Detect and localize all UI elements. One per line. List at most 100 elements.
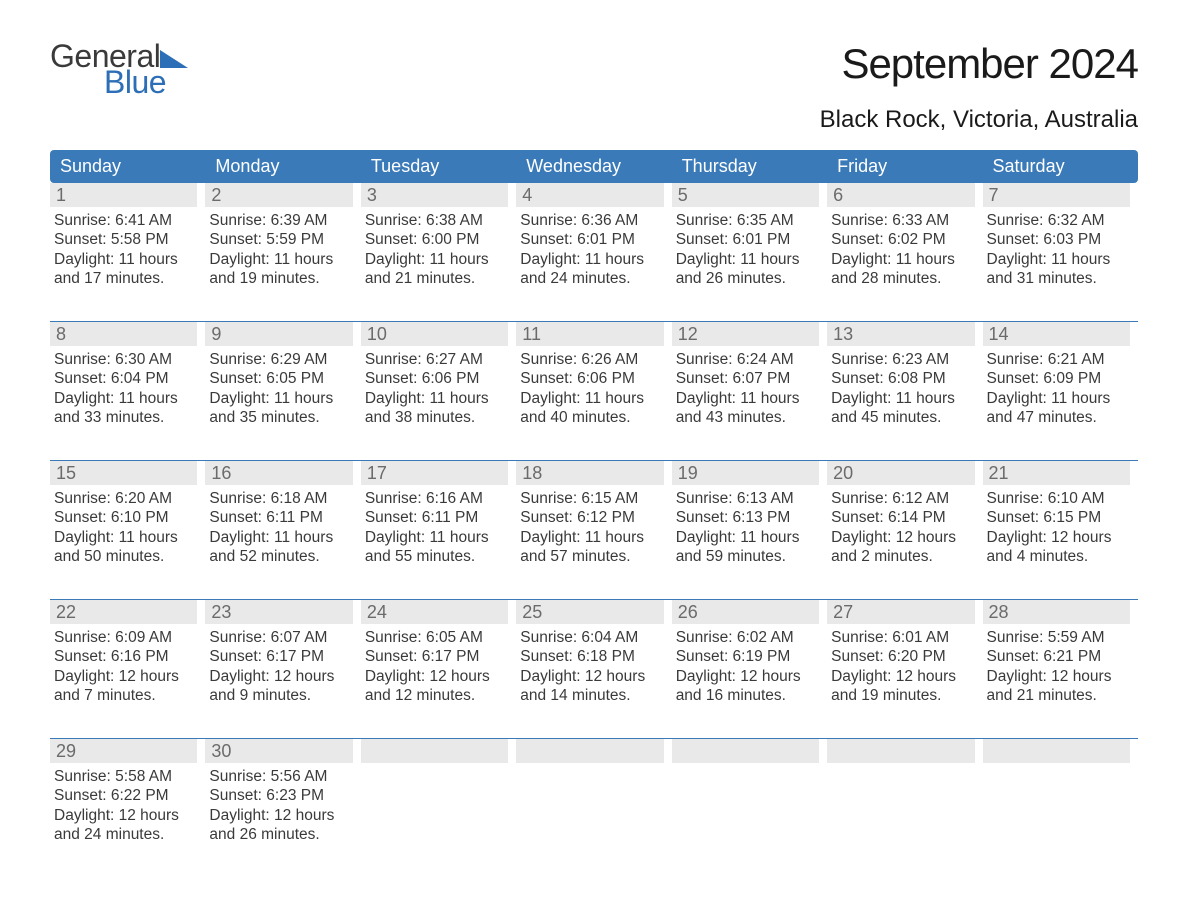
day-body: Sunrise: 6:41 AMSunset: 5:58 PMDaylight:… (50, 207, 197, 307)
day-cell: 21Sunrise: 6:10 AMSunset: 6:15 PMDayligh… (983, 461, 1138, 585)
day-number: 5 (672, 183, 819, 207)
location: Black Rock, Victoria, Australia (820, 106, 1138, 134)
sunset-line: Sunset: 6:16 PM (54, 647, 193, 666)
day-body: Sunrise: 6:33 AMSunset: 6:02 PMDaylight:… (827, 207, 974, 307)
sunrise-line: Sunrise: 6:12 AM (831, 489, 970, 508)
day-body: Sunrise: 6:26 AMSunset: 6:06 PMDaylight:… (516, 346, 663, 446)
day-cell: 23Sunrise: 6:07 AMSunset: 6:17 PMDayligh… (205, 600, 360, 724)
day-number: 27 (827, 600, 974, 624)
sunset-line: Sunset: 6:11 PM (209, 508, 348, 527)
day-cell: 15Sunrise: 6:20 AMSunset: 6:10 PMDayligh… (50, 461, 205, 585)
day-cell: 14Sunrise: 6:21 AMSunset: 6:09 PMDayligh… (983, 322, 1138, 446)
weeks-container: 1Sunrise: 6:41 AMSunset: 5:58 PMDaylight… (50, 183, 1138, 863)
day-body: Sunrise: 5:59 AMSunset: 6:21 PMDaylight:… (983, 624, 1130, 724)
sunrise-line: Sunrise: 5:59 AM (987, 628, 1126, 647)
weekday-label: Saturday (983, 150, 1138, 183)
daylight-line: Daylight: 12 hours and 7 minutes. (54, 667, 193, 706)
sunset-line: Sunset: 6:22 PM (54, 786, 193, 805)
day-number: 14 (983, 322, 1130, 346)
weekday-label: Monday (205, 150, 360, 183)
day-cell: 2Sunrise: 6:39 AMSunset: 5:59 PMDaylight… (205, 183, 360, 307)
sunrise-line: Sunrise: 6:21 AM (987, 350, 1126, 369)
daylight-line: Daylight: 12 hours and 9 minutes. (209, 667, 348, 706)
day-cell: 4Sunrise: 6:36 AMSunset: 6:01 PMDaylight… (516, 183, 671, 307)
daylight-line: Daylight: 11 hours and 19 minutes. (209, 250, 348, 289)
day-body: Sunrise: 6:23 AMSunset: 6:08 PMDaylight:… (827, 346, 974, 446)
sunrise-line: Sunrise: 6:15 AM (520, 489, 659, 508)
daylight-line: Daylight: 12 hours and 14 minutes. (520, 667, 659, 706)
day-body: Sunrise: 6:04 AMSunset: 6:18 PMDaylight:… (516, 624, 663, 724)
day-cell: 27Sunrise: 6:01 AMSunset: 6:20 PMDayligh… (827, 600, 982, 724)
daylight-line: Daylight: 11 hours and 24 minutes. (520, 250, 659, 289)
sunset-line: Sunset: 6:00 PM (365, 230, 504, 249)
day-cell: 12Sunrise: 6:24 AMSunset: 6:07 PMDayligh… (672, 322, 827, 446)
day-number: 21 (983, 461, 1130, 485)
day-body: Sunrise: 6:05 AMSunset: 6:17 PMDaylight:… (361, 624, 508, 724)
day-cell: 7Sunrise: 6:32 AMSunset: 6:03 PMDaylight… (983, 183, 1138, 307)
day-number: 28 (983, 600, 1130, 624)
daylight-line: Daylight: 11 hours and 50 minutes. (54, 528, 193, 567)
month-year: September 2024 (820, 40, 1138, 88)
day-body: Sunrise: 5:56 AMSunset: 6:23 PMDaylight:… (205, 763, 352, 863)
day-cell (361, 739, 516, 863)
day-cell: 25Sunrise: 6:04 AMSunset: 6:18 PMDayligh… (516, 600, 671, 724)
day-body (983, 763, 1130, 863)
sunset-line: Sunset: 6:21 PM (987, 647, 1126, 666)
sunrise-line: Sunrise: 6:41 AM (54, 211, 193, 230)
sunset-line: Sunset: 6:01 PM (520, 230, 659, 249)
day-cell (827, 739, 982, 863)
day-number: 1 (50, 183, 197, 207)
day-body (361, 763, 508, 863)
sunrise-line: Sunrise: 6:02 AM (676, 628, 815, 647)
sunset-line: Sunset: 6:23 PM (209, 786, 348, 805)
day-number: 24 (361, 600, 508, 624)
daylight-line: Daylight: 11 hours and 38 minutes. (365, 389, 504, 428)
day-number: 9 (205, 322, 352, 346)
sunset-line: Sunset: 6:17 PM (365, 647, 504, 666)
brand-word-2: Blue (104, 66, 188, 98)
sunrise-line: Sunrise: 6:30 AM (54, 350, 193, 369)
day-number: 25 (516, 600, 663, 624)
sunrise-line: Sunrise: 6:20 AM (54, 489, 193, 508)
header: General Blue September 2024 Black Rock, … (50, 40, 1138, 134)
daylight-line: Daylight: 12 hours and 26 minutes. (209, 806, 348, 845)
sunrise-line: Sunrise: 6:27 AM (365, 350, 504, 369)
weekday-label: Sunday (50, 150, 205, 183)
day-cell (672, 739, 827, 863)
day-cell (516, 739, 671, 863)
day-body: Sunrise: 6:02 AMSunset: 6:19 PMDaylight:… (672, 624, 819, 724)
day-number: 11 (516, 322, 663, 346)
sunrise-line: Sunrise: 6:07 AM (209, 628, 348, 647)
daylight-line: Daylight: 11 hours and 33 minutes. (54, 389, 193, 428)
sunrise-line: Sunrise: 6:05 AM (365, 628, 504, 647)
sunset-line: Sunset: 6:06 PM (365, 369, 504, 388)
day-number: 22 (50, 600, 197, 624)
sunset-line: Sunset: 6:17 PM (209, 647, 348, 666)
day-body: Sunrise: 6:35 AMSunset: 6:01 PMDaylight:… (672, 207, 819, 307)
sunset-line: Sunset: 6:08 PM (831, 369, 970, 388)
sunrise-line: Sunrise: 6:04 AM (520, 628, 659, 647)
day-number-empty (672, 739, 819, 763)
day-number: 12 (672, 322, 819, 346)
title-block: September 2024 Black Rock, Victoria, Aus… (820, 40, 1138, 134)
day-body: Sunrise: 6:07 AMSunset: 6:17 PMDaylight:… (205, 624, 352, 724)
day-body: Sunrise: 6:36 AMSunset: 6:01 PMDaylight:… (516, 207, 663, 307)
sunset-line: Sunset: 6:11 PM (365, 508, 504, 527)
sunrise-line: Sunrise: 6:26 AM (520, 350, 659, 369)
day-number: 7 (983, 183, 1130, 207)
week-row: 15Sunrise: 6:20 AMSunset: 6:10 PMDayligh… (50, 460, 1138, 585)
sunset-line: Sunset: 6:19 PM (676, 647, 815, 666)
day-cell: 11Sunrise: 6:26 AMSunset: 6:06 PMDayligh… (516, 322, 671, 446)
daylight-line: Daylight: 11 hours and 35 minutes. (209, 389, 348, 428)
day-number: 8 (50, 322, 197, 346)
sunset-line: Sunset: 6:15 PM (987, 508, 1126, 527)
day-cell: 22Sunrise: 6:09 AMSunset: 6:16 PMDayligh… (50, 600, 205, 724)
weekday-label: Tuesday (361, 150, 516, 183)
daylight-line: Daylight: 12 hours and 24 minutes. (54, 806, 193, 845)
sunset-line: Sunset: 6:20 PM (831, 647, 970, 666)
day-number: 20 (827, 461, 974, 485)
daylight-line: Daylight: 11 hours and 31 minutes. (987, 250, 1126, 289)
week-row: 8Sunrise: 6:30 AMSunset: 6:04 PMDaylight… (50, 321, 1138, 446)
day-body: Sunrise: 6:32 AMSunset: 6:03 PMDaylight:… (983, 207, 1130, 307)
week-row: 22Sunrise: 6:09 AMSunset: 6:16 PMDayligh… (50, 599, 1138, 724)
